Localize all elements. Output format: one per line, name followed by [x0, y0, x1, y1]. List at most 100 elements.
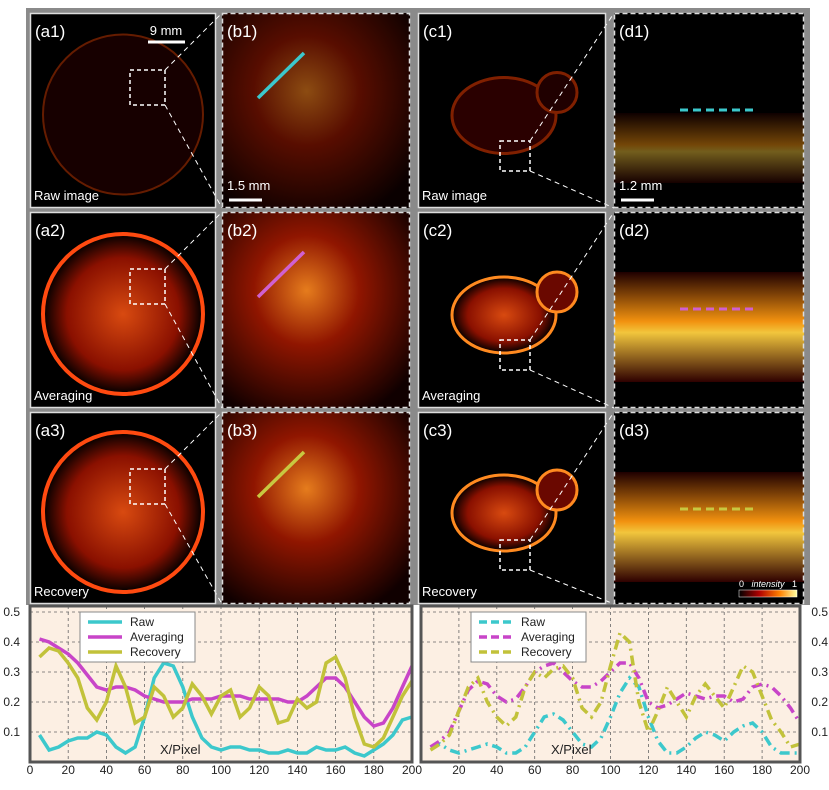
image-panel: (a2) Averaging [29, 211, 223, 409]
y-tick-label: 0.2 [811, 695, 828, 709]
image-panel: (d1) 1.2 mm [613, 12, 805, 209]
panel-caption: Averaging [34, 388, 92, 403]
x-tick-label: 20 [62, 763, 76, 777]
coin-image [42, 33, 204, 196]
x-tick-label: 140 [287, 763, 307, 777]
y-tick-label: 0.2 [3, 695, 20, 709]
plot-frame [419, 604, 802, 764]
x-tick-label: 20 [452, 763, 466, 777]
legend-label: Raw [130, 615, 154, 629]
zoom-image [222, 13, 410, 208]
panel-label: (b2) [227, 221, 257, 240]
zoom-line [164, 411, 223, 470]
x-tick-label: 100 [600, 763, 620, 777]
x-tick-label: 120 [638, 763, 658, 777]
charts: 0 20 40 60 80 100 120 140 160 180 200 0.1 0.2 0.3 0.4 0… [3, 604, 828, 777]
y-tick-label: 0.3 [3, 665, 20, 679]
panel-border [221, 12, 411, 209]
panel-border [29, 12, 217, 209]
patch-image [450, 76, 558, 155]
x-tick-label: 60 [528, 763, 542, 777]
zoom-line [529, 369, 615, 409]
y-tick-label: 0.5 [811, 605, 828, 619]
panel-border [29, 411, 217, 605]
data-line [429, 675, 800, 755]
panel-caption: Raw image [422, 188, 487, 203]
panel-border [221, 211, 411, 409]
zoom-line [164, 211, 223, 270]
zoom-image [614, 472, 804, 582]
patch-image [535, 468, 579, 512]
x-tick-label: 120 [249, 763, 269, 777]
x-tick-label: 80 [566, 763, 580, 777]
colorbar-title: intensity [751, 579, 785, 589]
legend-box [470, 611, 587, 663]
panel-border [29, 211, 217, 409]
panel-label: (d3) [619, 421, 649, 440]
x-tick-label: 160 [326, 763, 346, 777]
patch-image [450, 275, 558, 355]
x-tick-label: 140 [676, 763, 696, 777]
x-tick-label: 80 [176, 763, 190, 777]
zoom-line [529, 211, 615, 341]
patch-image [450, 473, 558, 553]
zoom-line [164, 104, 223, 209]
image-panel: (d2) [613, 211, 805, 409]
legend-label: Recovery [130, 645, 181, 659]
profile-line [256, 450, 306, 499]
profile-line [256, 250, 306, 299]
panel-caption: Raw image [34, 188, 99, 203]
panel-border [221, 411, 411, 605]
scale-bar-label: 1.2 mm [619, 178, 662, 193]
colorbar-min: 0 [739, 579, 744, 589]
panel-label: (c1) [423, 22, 452, 41]
panels: (a1) Raw image 9 mm (b1) 1.5 mm (c1) Raw image… [29, 12, 805, 605]
panel-label: (a1) [35, 22, 65, 41]
legend-label: Recovery [521, 645, 572, 659]
zoom-line [164, 503, 223, 605]
y-tick-label: 0.4 [811, 635, 828, 649]
coin-image [41, 232, 205, 396]
x-tick-label: 60 [138, 763, 152, 777]
zoom-box [129, 268, 166, 305]
panel-label: (d2) [619, 221, 649, 240]
zoom-line [164, 303, 223, 409]
panel-label: (b3) [227, 421, 257, 440]
x-tick-label: 100 [211, 763, 231, 777]
zoom-image [614, 113, 804, 183]
scale-bar-label: 9 mm [150, 23, 183, 38]
image-panel: (a3) Recovery [29, 411, 223, 605]
zoom-box [129, 69, 166, 106]
legend-label: Averaging [521, 630, 575, 644]
profile-line [256, 51, 306, 100]
zoom-line [164, 12, 223, 71]
zoom-box [499, 140, 531, 172]
image-panel: (b2) [221, 211, 411, 409]
y-tick-label: 0.3 [811, 665, 828, 679]
panel-label: (c3) [423, 421, 452, 440]
panel-border [613, 12, 805, 209]
data-line [38, 646, 414, 749]
x-axis-label: X/Pixel [551, 742, 592, 757]
x-tick-label: 200 [790, 763, 810, 777]
panel-border [417, 12, 607, 209]
y-tick-label: 0.1 [811, 725, 828, 739]
data-line [429, 629, 801, 752]
zoom-image [222, 412, 410, 604]
zoom-line [529, 12, 615, 142]
zoom-line [529, 569, 615, 605]
panel-caption: Recovery [422, 584, 477, 599]
legend-label: Raw [521, 615, 545, 629]
image-panel: (a1) Raw image 9 mm [29, 12, 223, 209]
image-panel: (d3) 0 intensity 1 [613, 411, 805, 605]
patch-image [535, 270, 579, 314]
panel-label: (b1) [227, 22, 257, 41]
x-tick-label: 40 [490, 763, 504, 777]
y-tick-label: 0.5 [3, 605, 20, 619]
x-axis-label: X/Pixel [160, 742, 201, 757]
zoom-box [499, 339, 531, 371]
panel-label: (a2) [35, 221, 65, 240]
image-panel: (b3) [221, 411, 411, 605]
